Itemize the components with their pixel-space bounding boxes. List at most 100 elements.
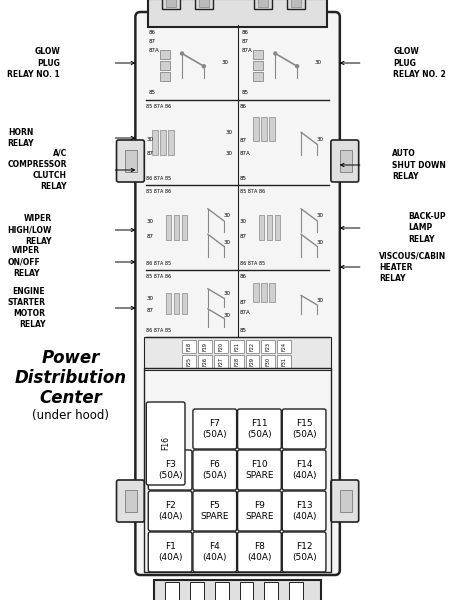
Bar [160,72,170,81]
Text: F29: F29 [250,357,255,366]
Text: 86 87A 85: 86 87A 85 [239,261,265,266]
FancyBboxPatch shape [331,480,359,522]
Text: 86: 86 [242,30,248,35]
Text: GLOW
PLUG
RELAY NO. 1: GLOW PLUG RELAY NO. 1 [7,47,60,79]
Bar [270,283,275,302]
FancyBboxPatch shape [193,532,237,572]
Text: F24: F24 [282,342,287,351]
Text: 87: 87 [239,139,247,143]
Text: F6
(50A): F6 (50A) [202,460,227,480]
Bar [254,0,272,9]
Text: F4
(40A): F4 (40A) [202,542,227,562]
Bar [144,368,331,572]
Bar [126,150,137,172]
Text: F9
SPARE: F9 SPARE [245,502,274,521]
Text: F13
(40A): F13 (40A) [292,502,316,521]
Bar [144,337,331,370]
Bar [160,130,166,155]
Bar [246,340,260,353]
Text: HORN
RELAY: HORN RELAY [7,128,34,148]
Text: F30: F30 [266,357,271,366]
Text: F26: F26 [202,357,207,366]
Text: 30: 30 [146,137,153,142]
Text: (under hood): (under hood) [32,409,109,422]
FancyBboxPatch shape [282,491,326,531]
FancyBboxPatch shape [282,409,326,449]
Bar [340,150,352,172]
Bar [253,50,263,59]
Text: F15
(50A): F15 (50A) [292,419,316,439]
Bar [166,215,171,240]
Text: 87: 87 [148,39,155,44]
FancyBboxPatch shape [238,491,281,531]
Text: A/C
COMPRESSOR
CLUTCH
RELAY: A/C COMPRESSOR CLUTCH RELAY [7,149,67,191]
Text: 87: 87 [146,308,153,313]
Text: 87A: 87A [239,151,250,156]
FancyBboxPatch shape [282,450,326,490]
Text: F1
(40A): F1 (40A) [158,542,182,562]
FancyBboxPatch shape [117,140,144,182]
Text: 85: 85 [242,90,248,95]
Text: F3
(50A): F3 (50A) [158,460,182,480]
Bar [340,490,352,512]
Text: 30: 30 [317,137,324,142]
Text: 30: 30 [317,298,324,303]
Bar [261,340,275,353]
Bar [253,117,260,141]
Text: 30: 30 [239,219,247,224]
Text: F12
(50A): F12 (50A) [292,542,316,562]
Text: 85 87A 86: 85 87A 86 [146,274,171,279]
Bar [174,215,179,240]
Bar [214,355,228,368]
Bar [162,0,180,9]
FancyBboxPatch shape [238,532,281,572]
Text: 85 87A 86: 85 87A 86 [146,104,171,109]
Text: 30: 30 [317,241,324,245]
Bar [214,340,228,353]
Bar [277,355,291,368]
Bar [165,582,179,600]
Bar [230,340,243,353]
Text: 86: 86 [239,274,247,279]
Circle shape [180,52,184,55]
Text: VISCOUS/CABIN
HEATER
RELAY: VISCOUS/CABIN HEATER RELAY [379,251,446,283]
Bar [160,61,170,70]
Circle shape [274,52,277,55]
Text: F8
(40A): F8 (40A) [247,542,272,562]
FancyBboxPatch shape [135,12,340,575]
Text: 30: 30 [146,296,153,301]
Text: 87A: 87A [148,48,159,53]
Bar [195,0,213,9]
Bar [265,582,278,600]
Text: WIPER
HIGH/LOW
RELAY: WIPER HIGH/LOW RELAY [7,214,52,245]
Text: F25: F25 [186,357,191,366]
Bar [182,340,196,353]
Bar [270,117,275,141]
Text: F20: F20 [218,342,223,351]
Text: GLOW
PLUG
RELAY NO. 2: GLOW PLUG RELAY NO. 2 [393,47,446,79]
Bar [199,0,209,7]
Text: F31: F31 [282,357,287,366]
Text: AUTO
SHUT DOWN
RELAY: AUTO SHUT DOWN RELAY [392,149,446,181]
Text: 86 87A 85: 86 87A 85 [146,261,171,266]
Text: 87: 87 [146,233,153,239]
Bar [261,283,267,302]
Text: F7
(50A): F7 (50A) [202,419,227,439]
Text: BACK-UP
LAMP
RELAY: BACK-UP LAMP RELAY [409,212,446,244]
Text: F2
(40A): F2 (40A) [158,502,182,521]
FancyBboxPatch shape [146,402,185,485]
Bar [261,117,267,141]
Bar [289,582,303,600]
FancyBboxPatch shape [238,450,281,490]
Bar [154,580,321,600]
Text: 86 87A 85: 86 87A 85 [146,328,171,333]
Text: 30: 30 [315,61,322,65]
Bar [126,490,137,512]
Bar [166,0,176,7]
Text: 85 87A 86: 85 87A 86 [239,189,265,194]
Text: F27: F27 [218,357,223,366]
Circle shape [202,65,205,68]
FancyBboxPatch shape [282,532,326,572]
Text: WIPER
ON/OFF
RELAY: WIPER ON/OFF RELAY [7,247,40,278]
Text: 30: 30 [224,213,231,218]
